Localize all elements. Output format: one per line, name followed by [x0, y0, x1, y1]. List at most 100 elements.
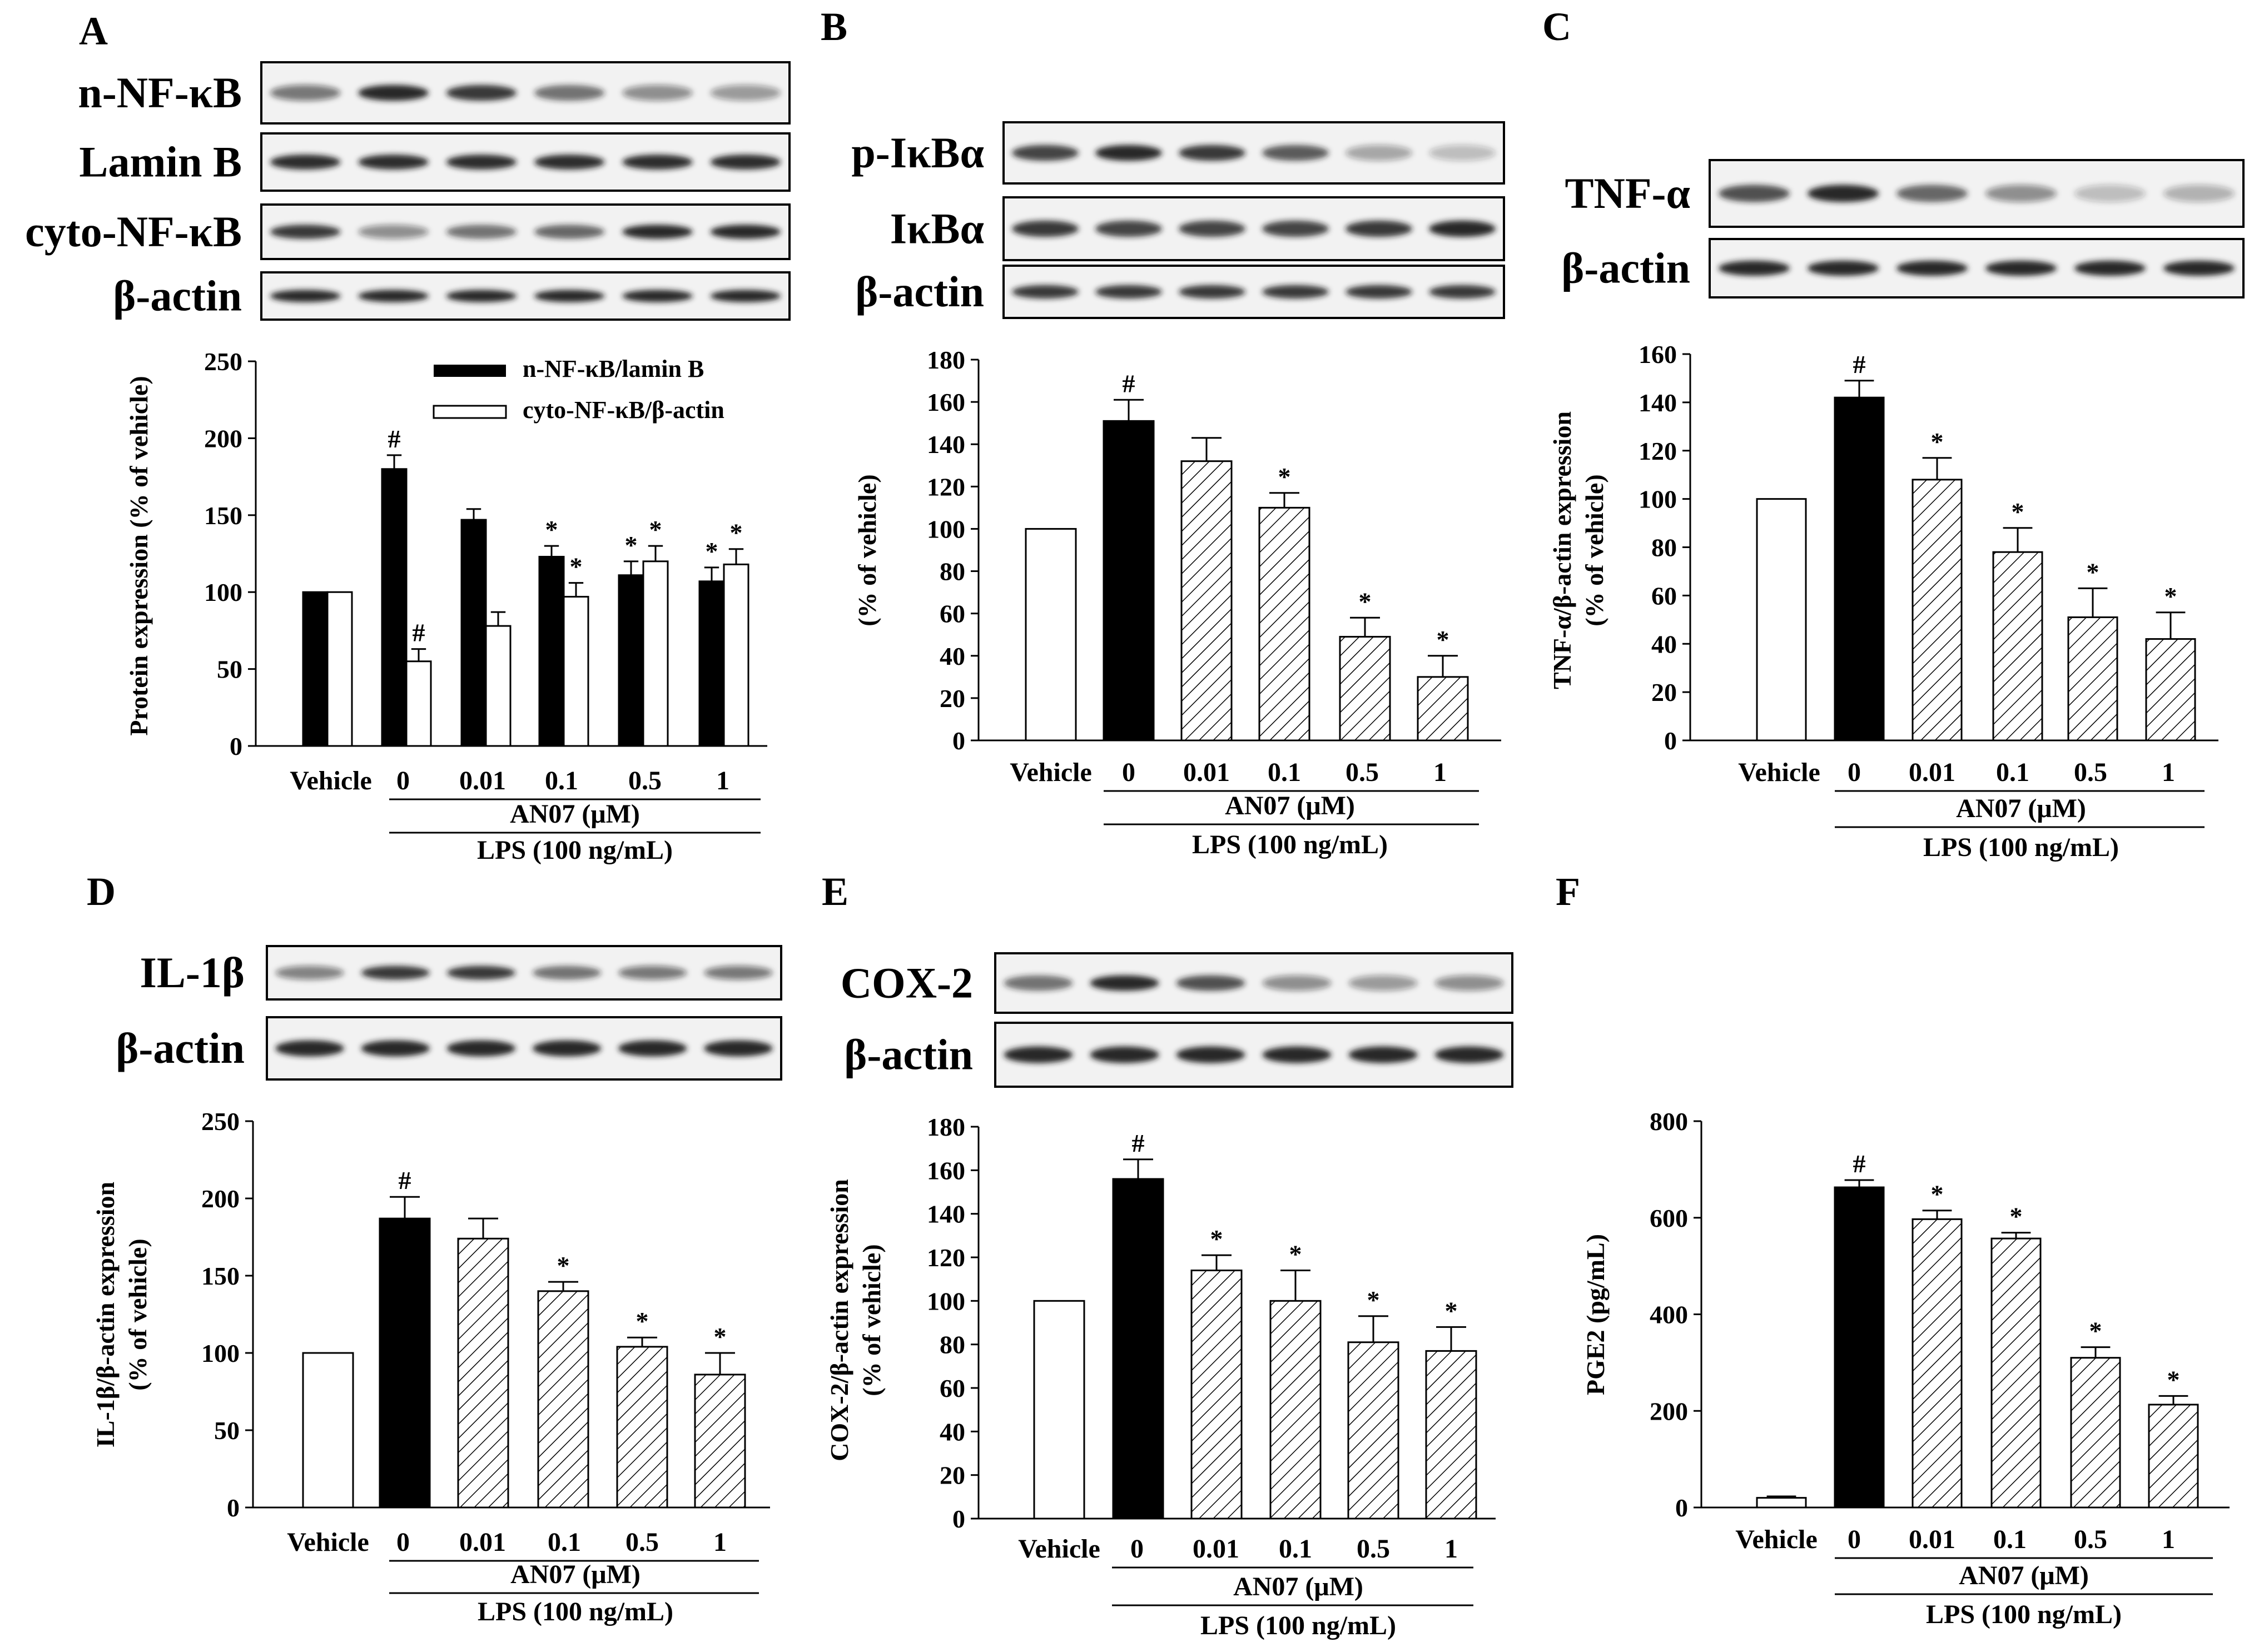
blot-band [1095, 285, 1162, 299]
x-category-label: 0 [1848, 758, 1861, 787]
legend-label: cyto-NF-κB/β-actin [523, 396, 724, 424]
x-category-label: 0 [1848, 1525, 1861, 1554]
blot-band [618, 966, 687, 980]
blot-band [1429, 220, 1496, 237]
blot-band [270, 84, 341, 101]
blot-frame [994, 1022, 1513, 1088]
asterisk-mark: * [570, 553, 583, 581]
blot-band [358, 84, 429, 101]
lps-label: LPS (100 ng/mL) [1192, 830, 1388, 859]
blot-band [1179, 220, 1245, 237]
bar [302, 1352, 354, 1509]
blot-band [1348, 1046, 1418, 1063]
y-tick-label: 60 [1651, 581, 1677, 610]
lps-label: LPS (100 ng/mL) [478, 1597, 673, 1626]
y-tick-label: 600 [1650, 1204, 1688, 1232]
bar [1103, 420, 1155, 742]
blot-label: cyto-NF-κB [25, 207, 242, 256]
y-tick-label: 20 [940, 1461, 965, 1490]
treatment-label: AN07 (μM) [1956, 794, 2086, 823]
bar-cyto-nfkb [485, 625, 512, 747]
y-tick-label: 80 [1651, 534, 1677, 562]
blot-frame [1709, 159, 2245, 228]
asterisk-mark: * [2167, 1365, 2180, 1394]
blot-band [446, 1040, 516, 1057]
blot-label: IκBα [890, 205, 984, 253]
blot-band [2163, 185, 2235, 202]
blot-band [358, 155, 429, 170]
x-category-label: 0 [1122, 758, 1135, 787]
bar [1912, 1218, 1963, 1509]
panel-f: F 0 200 400 600 800 PGE2 (pg/mL) # * * * * Vehicle 0 0… [1556, 869, 2230, 1629]
y-tick-label: 200 [1650, 1397, 1688, 1425]
asterisk-mark: * [2012, 497, 2024, 526]
bar-nnfkb [302, 591, 329, 747]
asterisk-mark: * [706, 537, 718, 565]
x-category-label: Vehicle [1738, 758, 1820, 787]
blot-band [2074, 260, 2146, 276]
blot-band [1262, 1046, 1332, 1063]
blot-band [1004, 975, 1073, 991]
y-tick-label: 140 [1639, 389, 1677, 417]
blot-band [618, 1040, 687, 1057]
x-category-label: 0.01 [1183, 758, 1230, 787]
blot-frame [260, 132, 791, 192]
blot-label: β-actin [1561, 244, 1690, 292]
blot-band [1090, 1046, 1159, 1063]
x-category-label: 0.1 [1279, 1534, 1312, 1564]
y-tick-label: 20 [1651, 678, 1677, 706]
y-tick-label: 140 [927, 430, 965, 459]
bar [1112, 1178, 1164, 1520]
y-tick-label: 50 [214, 1416, 240, 1445]
blot-frame [260, 271, 791, 321]
y-tick-label: 400 [1650, 1301, 1688, 1329]
panel-a: An-NF-κB Lamin B cyto-NF-κB β-actin 0 50 100 15… [25, 9, 791, 865]
blot-il-1: IL-1β [140, 945, 782, 1001]
blot-band [704, 1040, 773, 1057]
blot-band [1434, 1046, 1504, 1063]
blot-band [270, 290, 341, 302]
bar [616, 1346, 668, 1509]
blot-cyto-nf-b: cyto-NF-κB [25, 203, 791, 260]
blot-frame [266, 1016, 782, 1081]
blot-band [275, 966, 344, 980]
blot-band [534, 84, 605, 101]
blot-band [361, 966, 430, 980]
blot-label: β-actin [113, 272, 242, 320]
bar-cyto-nfkb [405, 660, 432, 747]
blot-band [270, 225, 341, 239]
x-category-label: 1 [1433, 758, 1447, 787]
x-category-label: 0 [396, 1527, 410, 1557]
blot-band [275, 1040, 344, 1057]
blot-band [1346, 145, 1412, 161]
y-tick-label: 40 [940, 1417, 965, 1446]
y-tick-label: 200 [204, 424, 242, 452]
blot-band [1262, 145, 1329, 161]
blot-band [534, 155, 605, 170]
blot-band [1808, 185, 1879, 202]
treatment-label: AN07 (μM) [1233, 1572, 1363, 1601]
legend-swatch-open [433, 405, 507, 419]
asterisk-mark: * [1359, 587, 1372, 615]
blot-actin: β-actin [844, 1022, 1513, 1088]
x-category-label: 0.1 [1268, 758, 1301, 787]
blot-band [1004, 1046, 1073, 1063]
blot-actin: β-actin [855, 265, 1505, 319]
asterisk-mark: * [1367, 1286, 1380, 1314]
blot-band [1346, 285, 1412, 299]
y-tick-label: 150 [201, 1262, 240, 1290]
y-tick-label: 40 [1651, 630, 1677, 658]
y-tick-label: 120 [927, 472, 965, 501]
treatment-label: AN07 (μM) [510, 1560, 641, 1589]
blot-band [1262, 975, 1332, 991]
blot-i-b: IκBα [890, 196, 1505, 261]
hash-mark: # [1853, 350, 1866, 379]
panel-b: Bp-IκBα IκBα β-actin 0 20 40 60 80 100 120 140 160 1… [821, 4, 1505, 859]
legend: n-NF-κB/lamin B cyto-NF-κB/β-actin [433, 355, 724, 424]
blot-band [1896, 185, 1968, 202]
bar-nnfkb [460, 519, 487, 747]
bar [1834, 396, 1885, 742]
bar-nnfkb [381, 468, 408, 747]
blot-band [1095, 220, 1162, 237]
